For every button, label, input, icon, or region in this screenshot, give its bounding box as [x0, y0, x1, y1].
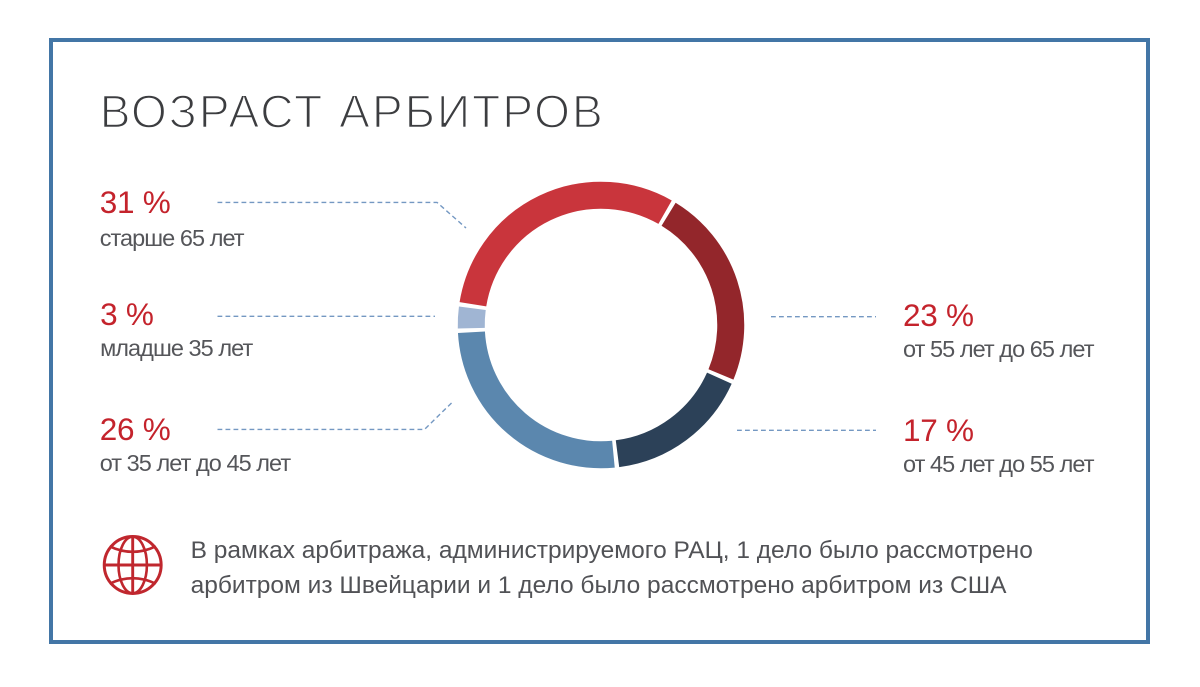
svg-text:ВОЗРАСТ АРБИТРОВ: ВОЗРАСТ АРБИТРОВ: [100, 86, 605, 138]
